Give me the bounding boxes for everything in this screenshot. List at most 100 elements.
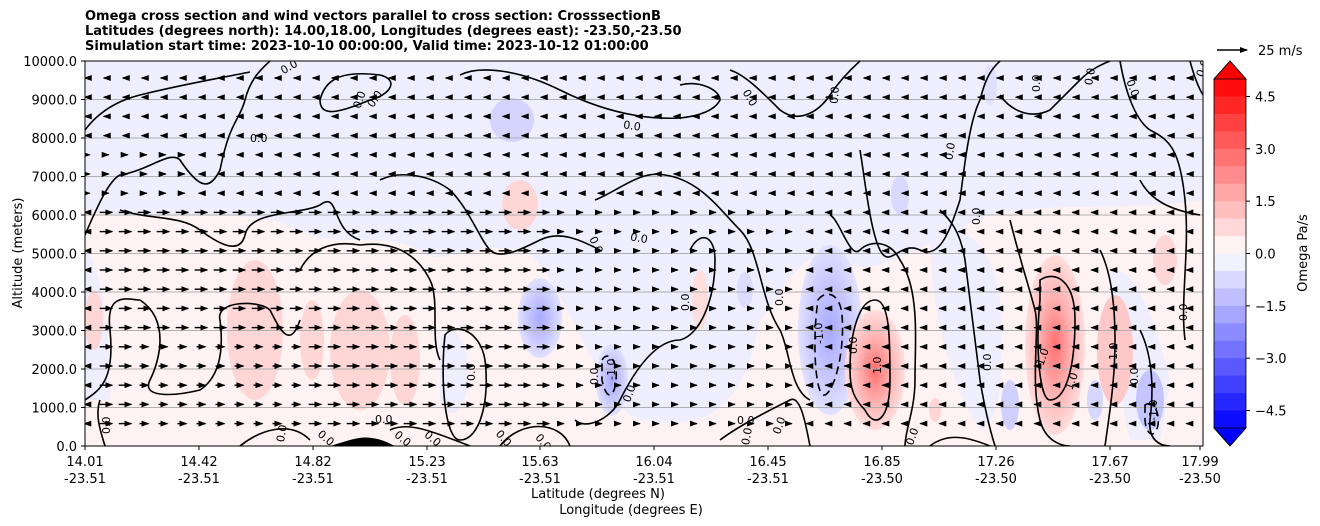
contour-line bbox=[499, 425, 571, 446]
contour-label: 0.0 bbox=[739, 427, 755, 446]
y-tick-label: 6000.0 bbox=[32, 209, 78, 224]
contour-label: 0.0 bbox=[828, 86, 842, 105]
x-axis-label-lat: Latitude (degrees N) bbox=[531, 487, 665, 502]
x-tick-label-lat: 14.42 bbox=[180, 455, 217, 470]
contour-line bbox=[719, 398, 811, 446]
negative-blob bbox=[1136, 370, 1164, 430]
x-tick-label-lon: -23.51 bbox=[519, 472, 561, 487]
colorbar-segment bbox=[1214, 358, 1246, 377]
colorbar-tick-label: −1.5 bbox=[1255, 300, 1287, 315]
colorbar-segment bbox=[1214, 410, 1246, 429]
colorbar-segment bbox=[1214, 270, 1246, 289]
positive-blob bbox=[502, 180, 538, 230]
colorbar-segment bbox=[1214, 288, 1246, 307]
contour-line bbox=[389, 425, 471, 446]
contour-line bbox=[119, 201, 361, 247]
y-tick-label: 1000.0 bbox=[32, 402, 78, 417]
x-tick-label-lon: -23.51 bbox=[292, 472, 334, 487]
title-line-1: Omega cross section and wind vectors par… bbox=[85, 9, 661, 24]
colorbar-segment bbox=[1214, 375, 1246, 394]
x-tick-label-lat: 16.85 bbox=[863, 455, 900, 470]
contour-label: 1.0 bbox=[871, 357, 884, 375]
x-tick-label-lat: 17.99 bbox=[1181, 455, 1218, 470]
colorbar-segment bbox=[1214, 96, 1246, 115]
colorbar-label: Omega Pa/s bbox=[1296, 214, 1311, 292]
x-tick-label-lon: -23.50 bbox=[975, 472, 1017, 487]
colorbar-tick-label: 3.0 bbox=[1255, 143, 1276, 158]
contour-label: -1.0 bbox=[605, 359, 618, 380]
colorbar-segment bbox=[1214, 183, 1246, 202]
wind-vectors bbox=[85, 75, 1194, 427]
colorbar-segment bbox=[1214, 218, 1246, 237]
colorbar-tick-label: 4.5 bbox=[1255, 90, 1276, 105]
negative-region bbox=[930, 228, 1002, 430]
contour-label: 0.0 bbox=[970, 208, 983, 226]
positive-blob bbox=[390, 315, 420, 405]
colorbar-segment bbox=[1214, 340, 1246, 359]
contour-line bbox=[85, 61, 271, 236]
negative-region bbox=[440, 332, 469, 414]
x-tick-label-lat: 16.45 bbox=[749, 455, 786, 470]
contour-label: 0.0 bbox=[250, 132, 268, 145]
positive-blob bbox=[929, 398, 941, 422]
contour-label: 0.0 bbox=[737, 414, 755, 427]
x-tick-label-lon: -23.51 bbox=[633, 472, 675, 487]
x-tick-label-lon: -23.51 bbox=[747, 472, 789, 487]
negative-blob bbox=[1001, 380, 1019, 430]
contour-label: 0.0 bbox=[465, 364, 478, 382]
contour-label: 0.0 bbox=[100, 417, 113, 435]
contour-label: 0.0 bbox=[622, 118, 641, 133]
vector-key-label: 25 m/s bbox=[1258, 44, 1303, 59]
positive-blob bbox=[692, 270, 708, 330]
colorbar-outline bbox=[1213, 60, 1247, 447]
x-tick-label-lat: 15.23 bbox=[408, 455, 445, 470]
colorbar: 4.5 3.0 1.5 0.0 −1.5 −3.0 −4.5 bbox=[1213, 60, 1287, 447]
colorbar-segment bbox=[1214, 253, 1246, 272]
x-tick-label-lat: 16.04 bbox=[635, 455, 672, 470]
colorbar-segment bbox=[1214, 305, 1246, 324]
colorbar-segment bbox=[1214, 201, 1246, 220]
contour-label: 0.0 bbox=[1128, 368, 1141, 386]
colorbar-tick-label: 1.5 bbox=[1255, 195, 1276, 210]
colorbar-segment bbox=[1214, 393, 1246, 412]
contour-label: -1.0 bbox=[1147, 400, 1160, 421]
colorbar-segment bbox=[1214, 113, 1246, 132]
contour-line-dashed bbox=[601, 355, 618, 396]
y-tick-label: 5000.0 bbox=[32, 248, 78, 263]
contour-line bbox=[1139, 329, 1171, 446]
negative-blob bbox=[490, 98, 534, 142]
contour-line bbox=[1189, 61, 1203, 96]
contour-line bbox=[574, 236, 716, 425]
contour-line bbox=[999, 61, 1111, 115]
positive-blob bbox=[1153, 235, 1177, 285]
colorbar-segment bbox=[1214, 79, 1246, 97]
x-tick-label-lat: 14.01 bbox=[66, 455, 103, 470]
colorbar-segment bbox=[1214, 166, 1246, 185]
title-line-2: Latitudes (degrees north): 14.00,18.00, … bbox=[85, 24, 682, 39]
contour-label: 0.0 bbox=[847, 337, 860, 355]
colorbar-segment bbox=[1214, 148, 1246, 167]
contour-line-dashed bbox=[814, 293, 844, 396]
x-tick-label-lat: 15.63 bbox=[521, 455, 558, 470]
x-tick-label-lat: 14.82 bbox=[294, 455, 331, 470]
contour-line bbox=[239, 428, 311, 446]
contour-label: 0.0 bbox=[629, 230, 648, 246]
positive-blob bbox=[330, 290, 390, 410]
contour-line bbox=[594, 173, 811, 401]
x-tick-label-lon: -23.50 bbox=[1179, 472, 1221, 487]
contour-label: 0.0 bbox=[1030, 75, 1043, 93]
y-tick-label: 7000.0 bbox=[32, 171, 78, 186]
y-axis: 0.0 1000.0 2000.0 3000.0 4000.0 5000.0 6000.0 7… bbox=[23, 55, 85, 455]
title-line-3: Simulation start time: 2023-10-10 00:00:… bbox=[85, 39, 649, 54]
x-tick-label-lon: -23.50 bbox=[861, 472, 903, 487]
terrain bbox=[330, 437, 395, 446]
contour-label: 1.0 bbox=[1063, 371, 1081, 392]
contour-line bbox=[849, 299, 891, 421]
negative-blob bbox=[596, 344, 628, 416]
y-tick-label: 8000.0 bbox=[32, 132, 78, 147]
contour-label: 0.0 bbox=[375, 413, 393, 426]
negative-blob bbox=[983, 65, 997, 105]
x-tick-label-lat: 17.26 bbox=[977, 455, 1014, 470]
contour-label: 0.0 bbox=[903, 426, 921, 447]
